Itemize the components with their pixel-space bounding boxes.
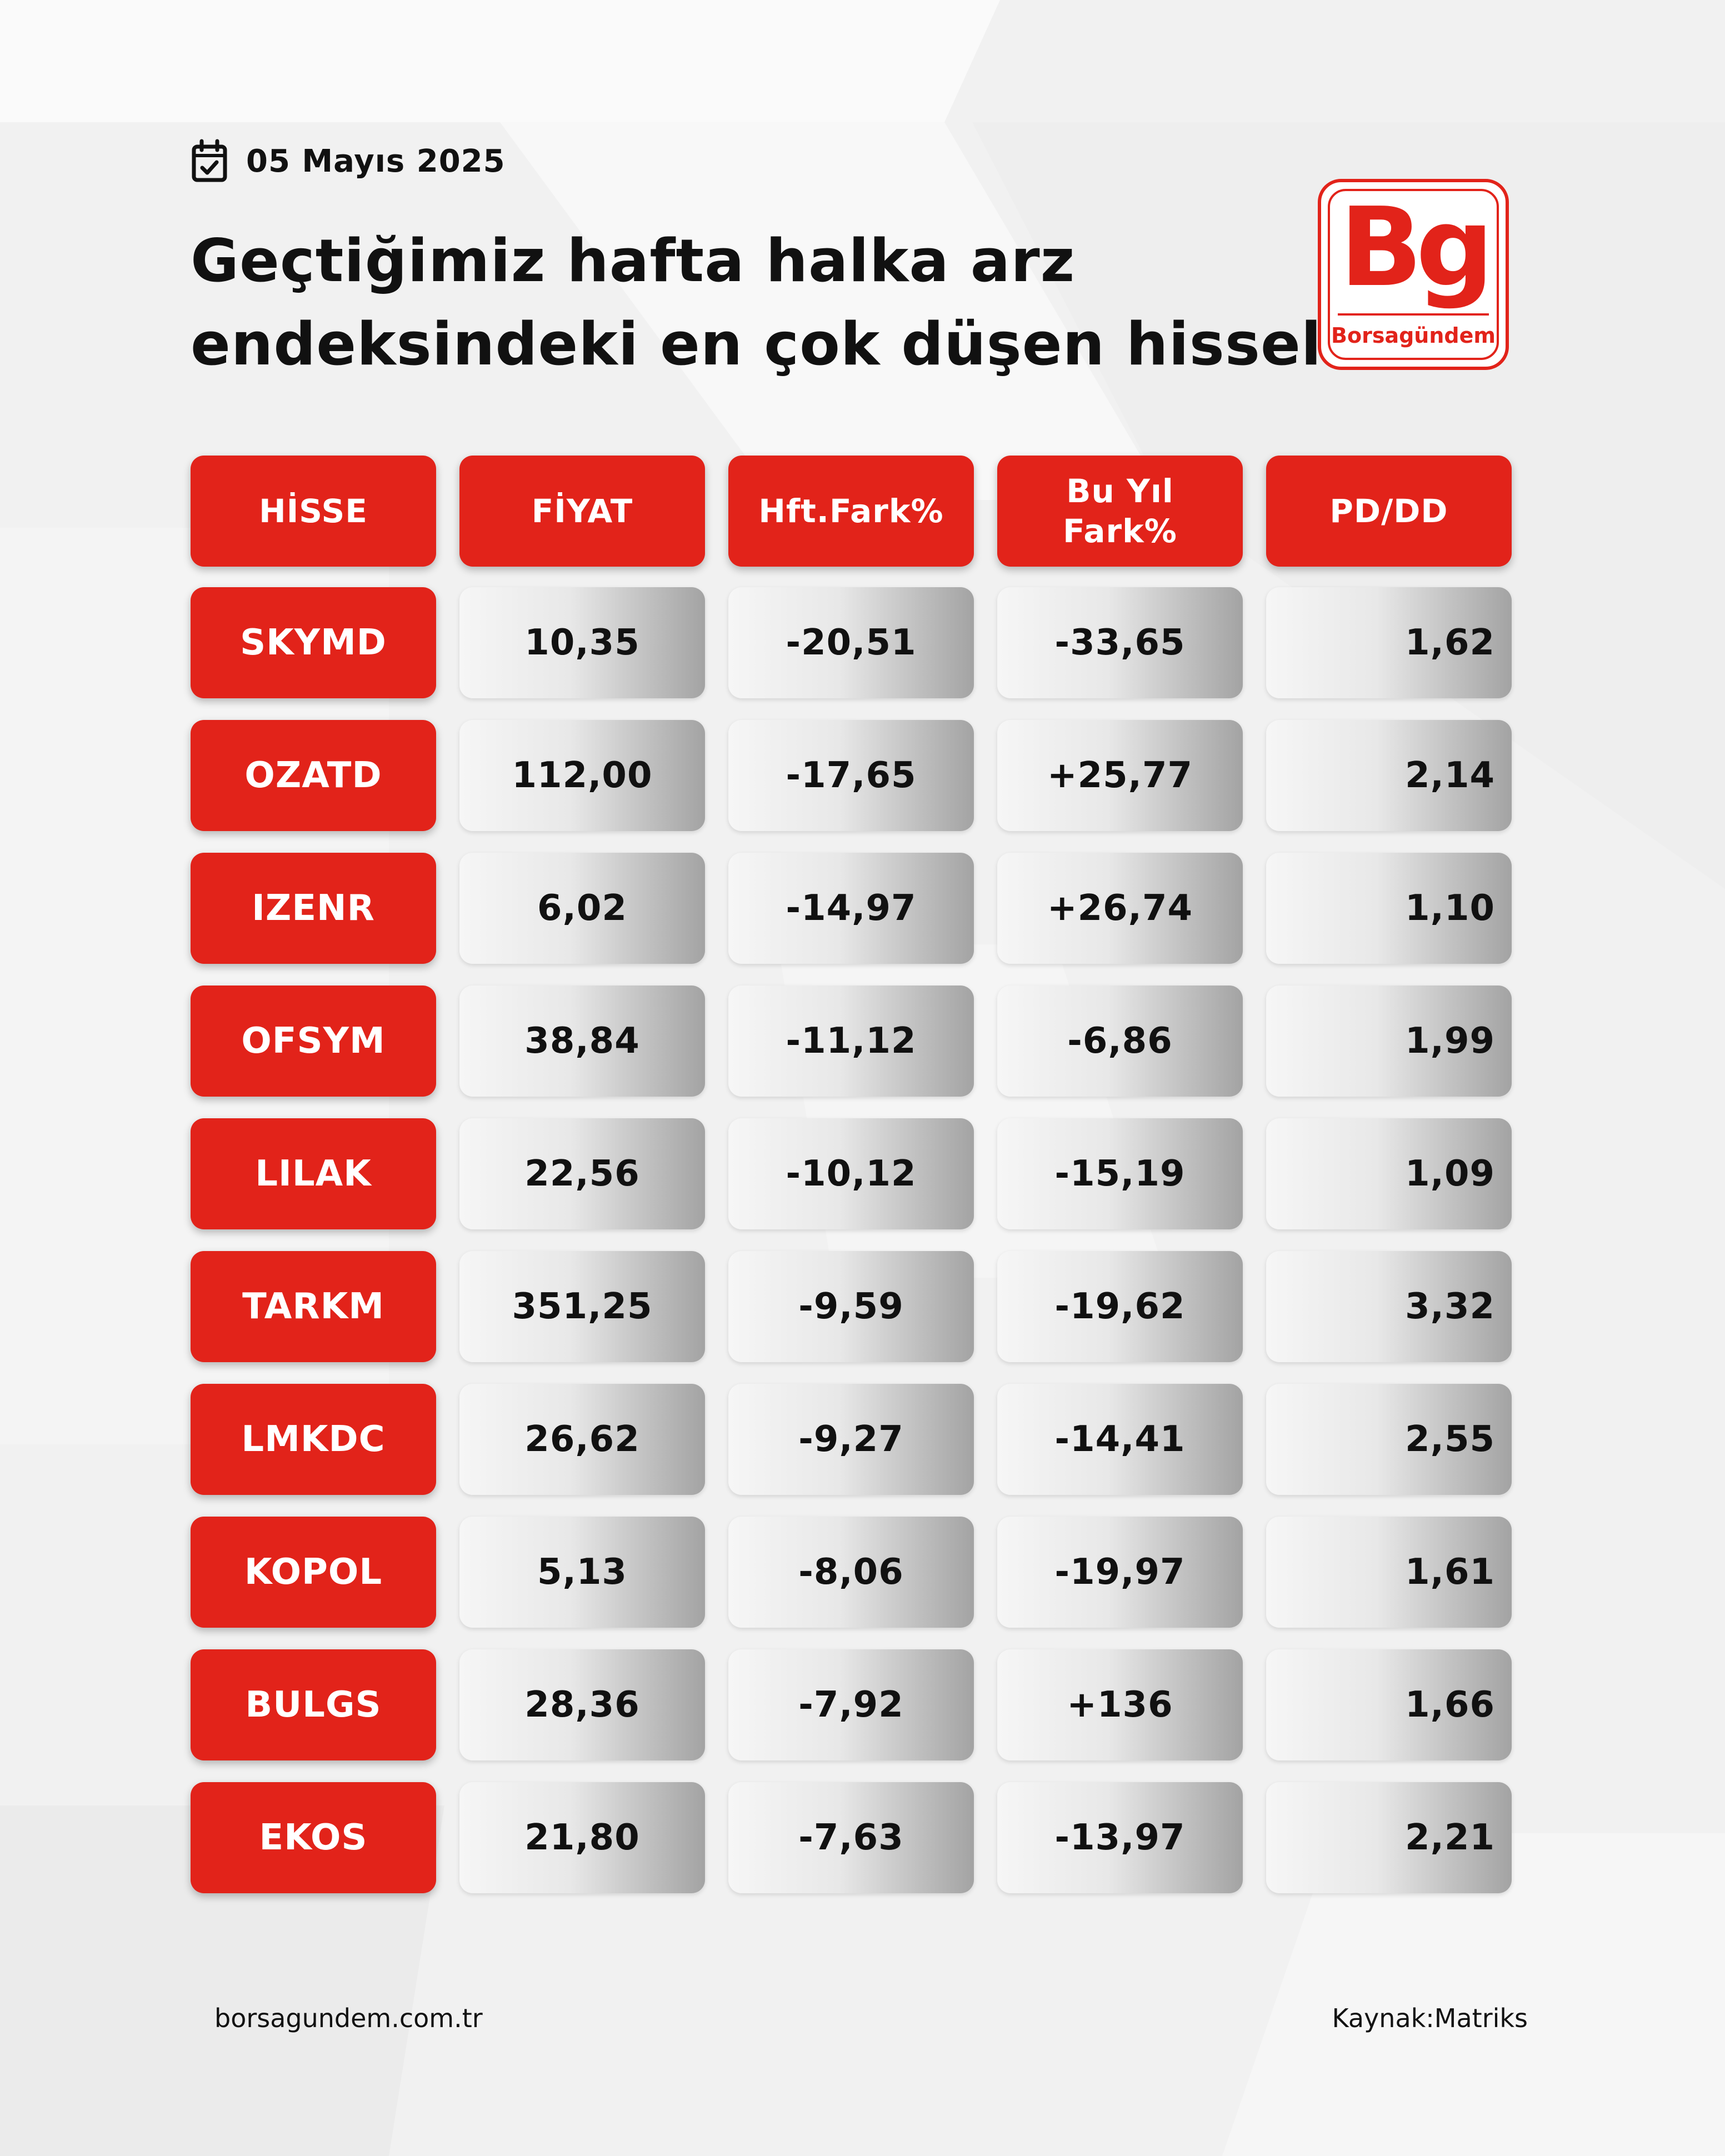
row-4-fiyat: 38,84 (459, 986, 705, 1097)
row-7-hft-fark: -9,27 (728, 1384, 974, 1495)
row-4-hisse: OFSYM (191, 986, 436, 1097)
row-2-pd-dd: 2,14 (1266, 720, 1512, 831)
row-1-hisse: SKYMD (191, 587, 436, 698)
footer-website: borsagundem.com.tr (214, 2003, 483, 2033)
row-3-fiyat: 6,02 (459, 853, 705, 964)
row-10-fiyat: 21,80 (459, 1782, 705, 1893)
row-5-bu-yil-fark: -15,19 (997, 1118, 1243, 1229)
row-5-fiyat: 22,56 (459, 1118, 705, 1229)
row-6-pd-dd: 3,32 (1266, 1251, 1512, 1362)
row-10-bu-yil-fark: -13,97 (997, 1782, 1243, 1893)
header-hisse: HİSSE (191, 456, 436, 567)
row-9-pd-dd: 1,66 (1266, 1649, 1512, 1760)
row-9-hft-fark: -7,92 (728, 1649, 974, 1760)
row-1-bu-yil-fark: -33,65 (997, 587, 1243, 698)
row-5-pd-dd: 1,09 (1266, 1118, 1512, 1229)
row-8-bu-yil-fark: -19,97 (997, 1517, 1243, 1628)
header-bu-yil-fark: Bu Yıl Fark% (997, 456, 1243, 567)
borsagundem-logo: Bg Borsagündem (1318, 179, 1509, 370)
title-line-1: Geçtiğimiz hafta halka arz (191, 227, 1076, 295)
row-10-hft-fark: -7,63 (728, 1782, 974, 1893)
row-1-fiyat: 10,35 (459, 587, 705, 698)
calendar-check-icon (192, 139, 227, 182)
title-line-2: endeksindeki en çok düşen hisseler (191, 310, 1392, 378)
row-5-hft-fark: -10,12 (728, 1118, 974, 1229)
row-6-hft-fark: -9,59 (728, 1251, 974, 1362)
logo-divider (1338, 313, 1489, 316)
header-fiyat: FİYAT (459, 456, 705, 567)
row-8-fiyat: 5,13 (459, 1517, 705, 1628)
row-9-bu-yil-fark: +136 (997, 1649, 1243, 1760)
logo-border (1328, 189, 1499, 360)
row-5-hisse: LILAK (191, 1118, 436, 1229)
row-10-hisse: EKOS (191, 1782, 436, 1893)
date-row: 05 Mayıs 2025 (191, 139, 506, 183)
row-7-fiyat: 26,62 (459, 1384, 705, 1495)
row-8-hft-fark: -8,06 (728, 1517, 974, 1628)
row-2-fiyat: 112,00 (459, 720, 705, 831)
header-hft-fark: Hft.Fark% (728, 456, 974, 567)
date-label: 05 Mayıs 2025 (246, 143, 506, 179)
row-3-hft-fark: -14,97 (728, 853, 974, 964)
row-7-hisse: LMKDC (191, 1384, 436, 1495)
row-1-hft-fark: -20,51 (728, 587, 974, 698)
row-6-hisse: TARKM (191, 1251, 436, 1362)
row-2-hisse: OZATD (191, 720, 436, 831)
row-4-hft-fark: -11,12 (728, 986, 974, 1097)
row-7-pd-dd: 2,55 (1266, 1384, 1512, 1495)
row-9-hisse: BULGS (191, 1649, 436, 1760)
row-3-bu-yil-fark: +26,74 (997, 853, 1243, 964)
logo-wordmark: Borsagündem (1331, 323, 1496, 348)
row-6-bu-yil-fark: -19,62 (997, 1251, 1243, 1362)
logo-monogram: Bg (1339, 184, 1494, 311)
header-pd-dd: PD/DD (1266, 456, 1512, 567)
row-4-bu-yil-fark: -6,86 (997, 986, 1243, 1097)
row-2-bu-yil-fark: +25,77 (997, 720, 1243, 831)
row-8-pd-dd: 1,61 (1266, 1517, 1512, 1628)
row-8-hisse: KOPOL (191, 1517, 436, 1628)
row-1-pd-dd: 1,62 (1266, 587, 1512, 698)
row-3-pd-dd: 1,10 (1266, 853, 1512, 964)
page-title: Geçtiğimiz hafta halka arz endeksindeki … (191, 219, 1392, 386)
footer-source: Kaynak:Matriks (1332, 2003, 1528, 2033)
row-4-pd-dd: 1,99 (1266, 986, 1512, 1097)
row-2-hft-fark: -17,65 (728, 720, 974, 831)
row-10-pd-dd: 2,21 (1266, 1782, 1512, 1893)
row-6-fiyat: 351,25 (459, 1251, 705, 1362)
row-9-fiyat: 28,36 (459, 1649, 705, 1760)
row-7-bu-yil-fark: -14,41 (997, 1384, 1243, 1495)
row-3-hisse: IZENR (191, 853, 436, 964)
